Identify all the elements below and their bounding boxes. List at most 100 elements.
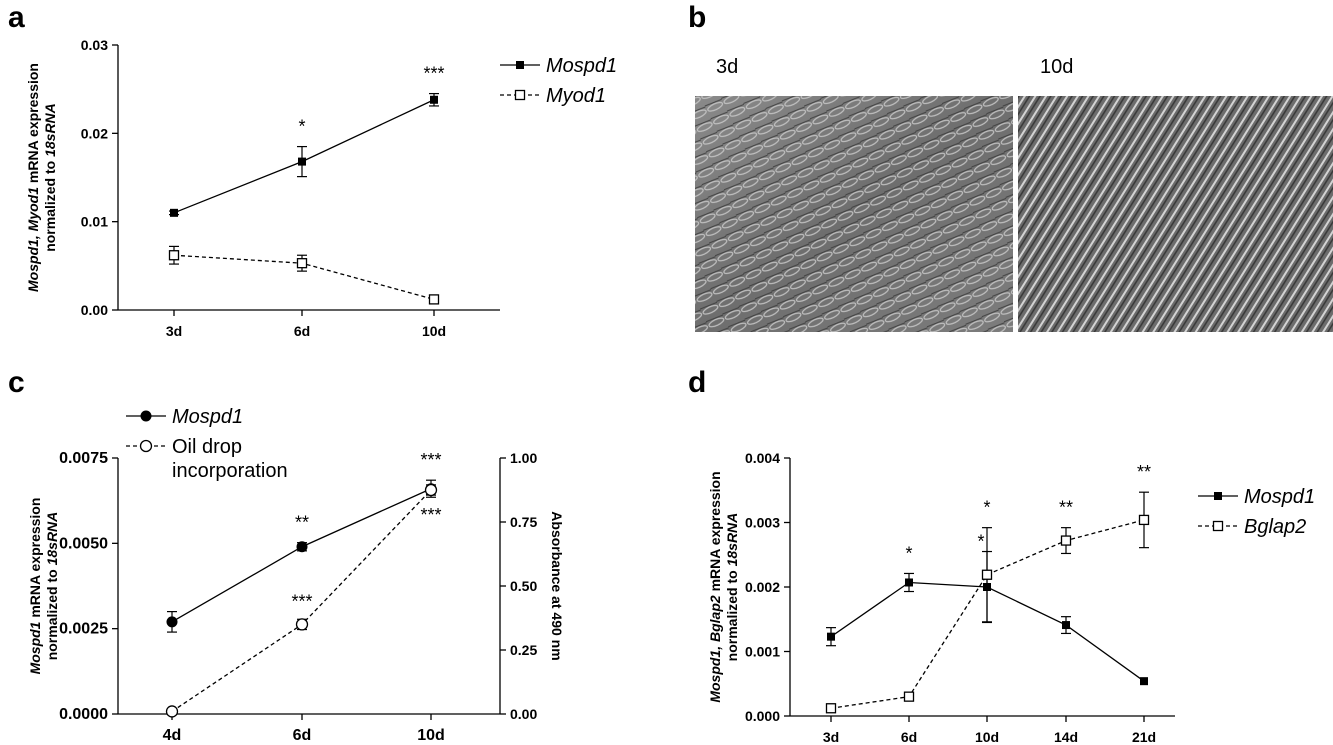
y-axis-label-a-part: normalized to [42, 157, 58, 252]
y2-tick-label-c: 0.50 [510, 578, 537, 594]
series-d-1: * **** [825, 462, 1151, 714]
y-tick-label-c: 0.0075 [59, 450, 108, 467]
y-axis-label-c: Mospd1 mRNA expressionnormalized to 18sR… [27, 498, 60, 675]
significance-c: *** [420, 450, 441, 470]
data-point-a-0 [298, 157, 306, 166]
data-point-c-1 [165, 705, 179, 718]
micrograph-label-3d: 3d [716, 56, 738, 78]
data-point-a-0 [430, 95, 438, 104]
legend-label-a: Myod1 [546, 85, 606, 107]
y-axis-label-d-part: mRNA expression [707, 471, 723, 595]
x-tick-label-c: 10d [417, 727, 445, 744]
y-axis-label-c-part: 18sRNA [44, 512, 60, 566]
series-line-d-1 [830, 519, 1145, 709]
data-point-d-0 [827, 632, 835, 641]
y-tick-label-a: 0.02 [81, 125, 108, 141]
y2-tick-label-c: 0.25 [510, 642, 537, 658]
chart-c: 0.0000 0.0025 0.0050 0.0075 0.00 0.25 0.50 0.75… [27, 406, 565, 744]
y-axis-label-c-part: mRNA expression [27, 498, 43, 622]
legend-marker [140, 410, 152, 422]
significance-c: ** [295, 513, 309, 533]
legend-label-d: Bglap2 [1244, 516, 1306, 538]
significance-a: * [298, 117, 305, 137]
data-point-a-1 [168, 250, 180, 261]
y-tick-label-d: 0.002 [745, 579, 780, 595]
data-point-d-0 [1140, 677, 1148, 686]
legend-marker [1214, 492, 1222, 500]
significance-d: * [977, 532, 984, 552]
x-tick-label-a: 6d [294, 323, 310, 339]
y-axis-label-d-part: normalized to [724, 566, 740, 661]
significance-c: *** [291, 591, 312, 611]
chart-a: 0.00 0.01 0.02 0.03 3d 6d 10d Mospd1, Myod1 mRN… [25, 37, 617, 339]
significance-d: ** [1137, 462, 1151, 482]
x-tick-label-d: 3d [823, 729, 839, 745]
legend-marker [516, 61, 524, 69]
x-tick-label-a: 3d [166, 323, 182, 339]
y-axis-label-a-part: Myod1 [25, 187, 41, 232]
significance-a: *** [423, 64, 444, 84]
legend-marker [1212, 520, 1224, 532]
data-point-c-1 [424, 483, 438, 497]
data-point-d-0 [1062, 621, 1070, 630]
legend-d: Mospd1 Bglap2 [1198, 486, 1315, 538]
y-axis-label-d-part: Bglap2 [707, 595, 723, 642]
significance-d: ** [1059, 498, 1073, 518]
data-point-d-1 [1060, 535, 1072, 546]
y-tick-label-c: 0.0025 [59, 621, 108, 638]
micrograph-label-10d: 10d [1040, 56, 1073, 78]
legend-marker [514, 89, 526, 101]
panel-letter-b: b [688, 1, 706, 34]
y-tick-label-a: 0.03 [81, 37, 108, 53]
y-axis-label-c-part: Mospd1 [27, 621, 43, 674]
data-point-d-1 [903, 691, 915, 702]
significance-d: * [905, 543, 912, 563]
y-axis-label-a-part: 18sRNA [42, 103, 58, 157]
y-axis-label-a-part: Mospd1, [25, 231, 41, 292]
significance-c: *** [420, 505, 441, 525]
data-point-d-1 [1138, 514, 1150, 526]
legend-label-c: Mospd1 [172, 406, 243, 428]
y-tick-label-d: 0.001 [745, 644, 780, 660]
data-point-a-0 [170, 208, 178, 217]
y-tick-label-a: 0.01 [81, 214, 108, 230]
x-tick-label-d: 6d [901, 729, 917, 745]
y2-tick-label-c: 1.00 [510, 450, 537, 466]
significance-d: * [983, 498, 990, 518]
data-point-c-1 [295, 618, 309, 631]
x-tick-label-a: 10d [422, 323, 446, 339]
panel-letter-d: d [688, 366, 706, 399]
legend-label-c: Oil drop [172, 436, 242, 458]
x-tick-label-d: 14d [1054, 729, 1078, 745]
legend-label-a: Mospd1 [546, 55, 617, 77]
data-point-d-1 [825, 703, 837, 714]
y-tick-label-c: 0.0050 [59, 535, 108, 552]
y-axis-label-a: Mospd1, Myod1 mRNA expressionnormalized … [25, 63, 58, 292]
data-point-a-1 [428, 294, 440, 305]
legend-marker [139, 439, 153, 453]
y-tick-label-d: 0.003 [745, 515, 780, 531]
data-point-c-0 [296, 541, 308, 553]
data-point-a-1 [296, 258, 308, 269]
y-tick-label-c: 0.0000 [59, 706, 108, 723]
series-a-0: **** [169, 64, 445, 217]
legend-a: Mospd1 Myod1 [500, 55, 617, 107]
y-tick-label-d: 0.000 [745, 708, 780, 724]
data-point-c-0 [166, 616, 178, 628]
micrograph-10d [1018, 96, 1333, 332]
data-point-d-0 [905, 578, 913, 587]
micrograph-3d [695, 96, 1013, 332]
data-point-d-1 [981, 569, 993, 580]
x-tick-label-c: 6d [293, 727, 312, 744]
panel-letter-c: c [8, 366, 25, 399]
y-tick-label-d: 0.004 [745, 450, 780, 466]
series-c-1: *** *** [165, 483, 442, 718]
y-axis-label-d-part: Mospd1, [707, 642, 723, 703]
y-axis-label-c-part: normalized to [44, 565, 60, 660]
x-tick-label-d: 10d [975, 729, 999, 745]
y-axis-label-d: Mospd1, Bglap2 mRNA expressionnormalized… [707, 471, 740, 702]
panel-letter-a: a [8, 1, 25, 34]
chart-d: 0.000 0.001 0.002 0.003 0.004 3d 6d 10d 14d 21d Mo… [707, 450, 1315, 745]
